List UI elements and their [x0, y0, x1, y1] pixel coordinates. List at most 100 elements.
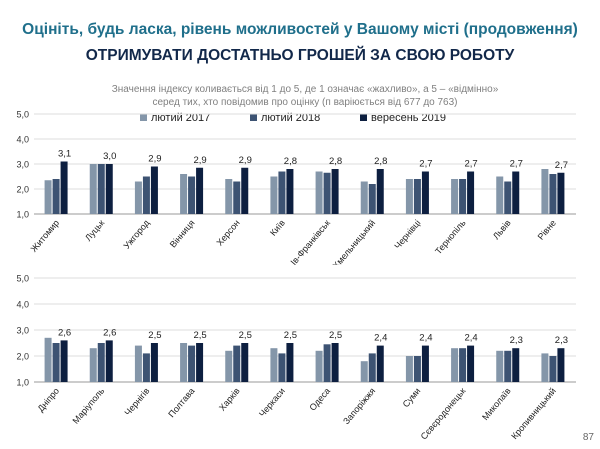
page-subtitle: ОТРИМУВАТИ ДОСТАТНЬО ГРОШЕЙ ЗА СВОЮ РОБО… — [85, 47, 515, 64]
bar-3 — [196, 343, 204, 382]
x-tick-label: Полтава — [166, 386, 196, 419]
data-label: 2,4 — [419, 333, 432, 344]
data-label: 2,5 — [329, 330, 342, 341]
bar-1 — [180, 343, 188, 382]
bar-1 — [451, 348, 459, 382]
data-label: 2,9 — [239, 155, 252, 166]
x-tick-label: Житомир — [29, 218, 61, 254]
chart-note-line-1: Значення індексу коливається від 1 до 5,… — [111, 84, 499, 95]
bar-1 — [225, 350, 233, 382]
bar-2 — [233, 181, 241, 214]
bar-2 — [97, 343, 105, 382]
data-label: 2,7 — [464, 159, 477, 170]
bar-3 — [105, 164, 113, 214]
bar-2 — [233, 345, 241, 382]
bar-2 — [97, 164, 105, 214]
data-label: 2,3 — [510, 335, 523, 346]
bar-2 — [504, 350, 512, 382]
bar-2 — [52, 179, 60, 214]
data-label: 3,1 — [58, 149, 71, 160]
x-tick-label: Вінниця — [168, 218, 197, 250]
page-title: Оцініть, будь ласка, рівень можливостей … — [22, 21, 578, 38]
bar-3 — [60, 161, 68, 214]
y-tick-label: 1,0 — [16, 210, 29, 220]
data-label: 2,5 — [148, 330, 161, 341]
page-number: 87 — [582, 432, 594, 443]
data-label: 2,8 — [284, 156, 297, 167]
data-label: 2,8 — [374, 156, 387, 167]
bar-chart-top: 1,0 2,0 3,0 4,0 5,0 3,1 Житомир 3,0 Луцьк 2,9 Ужго… — [16, 110, 576, 265]
x-tick-label: Харків — [217, 386, 242, 413]
bar-2 — [413, 179, 421, 214]
bar-2 — [188, 345, 196, 382]
bar-1 — [270, 176, 278, 214]
bar-3 — [421, 345, 429, 382]
bar-2 — [278, 171, 286, 214]
bar-1 — [496, 176, 504, 214]
bar-1 — [451, 179, 459, 214]
bar-1 — [360, 181, 368, 214]
data-label: 2,5 — [239, 330, 252, 341]
bar-3 — [467, 345, 475, 382]
data-label: 2,5 — [193, 330, 206, 341]
bar-2 — [142, 176, 150, 214]
bar-1 — [89, 348, 97, 382]
x-tick-label: Тернопіль — [433, 218, 468, 257]
y-tick-label: 5,0 — [16, 110, 29, 120]
chart-note-line-2: серед тих, хто повідомив про оцінку (п в… — [152, 97, 458, 108]
bar-3 — [286, 343, 294, 382]
legend-swatch-2019 — [360, 114, 367, 121]
x-tick-label: Рівне — [536, 218, 558, 242]
bar-2 — [278, 353, 286, 382]
bar-1 — [89, 164, 97, 214]
bar-2 — [323, 344, 331, 382]
bar-2 — [459, 348, 467, 382]
data-label: 2,9 — [193, 155, 206, 166]
bar-2 — [52, 343, 60, 382]
x-tick-label: Кропивницький — [509, 386, 558, 440]
y-tick-label: 3,0 — [16, 160, 29, 170]
bar-1 — [134, 345, 142, 382]
bar-3 — [512, 171, 520, 214]
legend-swatch-2018 — [250, 114, 257, 121]
bar-3 — [331, 169, 339, 214]
x-tick-label: Маріуполь — [71, 386, 107, 426]
bar-2 — [368, 184, 376, 214]
bar-1 — [541, 169, 549, 214]
x-tick-label: Львів — [491, 218, 513, 242]
data-label: 2,5 — [284, 330, 297, 341]
bar-2 — [549, 174, 557, 214]
x-tick-label: Сєвєродонецьк — [419, 386, 468, 440]
bar-3 — [150, 166, 158, 214]
bar-3 — [150, 343, 158, 382]
bar-2 — [459, 179, 467, 214]
bar-1 — [134, 181, 142, 214]
bar-2 — [504, 181, 512, 214]
bar-2 — [188, 176, 196, 214]
legend-label-2017: лютий 2017 — [151, 112, 211, 124]
legend-label-2019: вересень 2019 — [371, 112, 447, 124]
data-label: 2,3 — [555, 335, 568, 346]
bar-3 — [196, 167, 204, 214]
bar-2 — [413, 356, 421, 382]
data-label: 2,6 — [103, 327, 116, 338]
bar-1 — [225, 179, 233, 214]
bar-3 — [241, 167, 249, 214]
bar-1 — [44, 337, 52, 382]
bar-2 — [549, 356, 557, 382]
x-tick-label: Ужгород — [122, 217, 152, 251]
data-label: 2,7 — [510, 159, 523, 170]
legend-label-2018: лютий 2018 — [261, 112, 321, 124]
bar-3 — [376, 345, 384, 382]
bar-3 — [331, 343, 339, 382]
legend-item-2017: лютий 2017 — [140, 112, 210, 124]
bar-3 — [467, 171, 475, 214]
bar-3 — [557, 172, 565, 214]
y-tick-label: 5,0 — [16, 274, 29, 284]
bar-1 — [44, 180, 52, 214]
x-tick-label: Запоріжжя — [341, 386, 377, 426]
bar-3 — [557, 348, 565, 382]
legend-item-2019: вересень 2019 — [360, 112, 446, 124]
legend-item-2018: лютий 2018 — [250, 112, 320, 124]
bar-3 — [60, 340, 68, 382]
